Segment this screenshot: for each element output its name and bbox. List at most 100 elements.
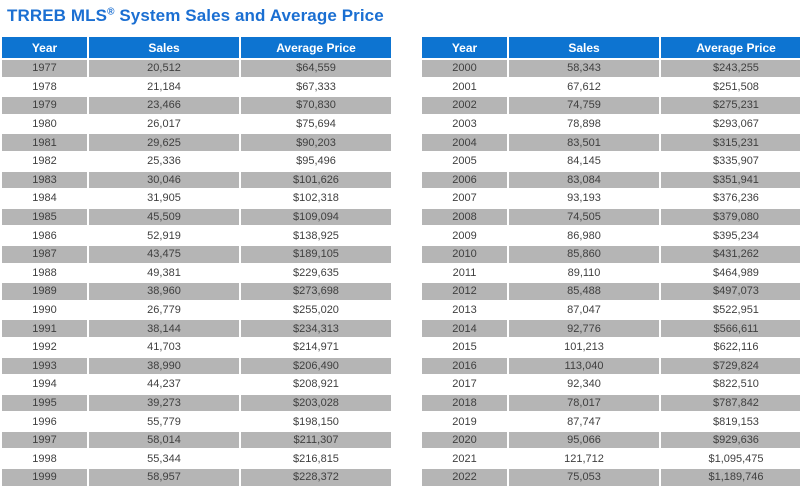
table-row: 2018 78,017 $787,842 [422, 394, 800, 412]
sales-cell: 83,084 [509, 171, 659, 189]
table-row: 2022 75,053 $1,189,746 [422, 469, 800, 486]
table-row: 2014 92,776 $566,611 [422, 320, 800, 337]
table-header: Year Sales Average Price [422, 37, 800, 58]
table-row: 1991 38,144 $234,313 [2, 320, 391, 337]
sales-cell: 93,193 [509, 190, 659, 207]
year-cell: 2012 [422, 283, 507, 300]
sales-cell: 20,512 [89, 60, 239, 77]
year-cell: 2008 [422, 208, 507, 226]
average-price-cell: $243,255 [661, 60, 800, 77]
year-cell: 1982 [2, 152, 87, 170]
average-price-cell: $395,234 [661, 227, 800, 244]
table-row: 2003 78,898 $293,067 [422, 115, 800, 133]
year-cell: 2009 [422, 227, 507, 244]
year-cell: 2002 [422, 97, 507, 114]
average-price-cell: $255,020 [241, 301, 391, 319]
sales-cell: 78,898 [509, 115, 659, 133]
sales-cell: 58,343 [509, 60, 659, 77]
column-header-sales: Sales [89, 37, 239, 58]
year-cell: 1988 [2, 264, 87, 282]
sales-cell: 67,612 [509, 78, 659, 96]
sales-cell: 55,779 [89, 413, 239, 430]
table-row: 1985 45,509 $109,094 [2, 208, 391, 226]
sales-cell: 92,340 [509, 376, 659, 393]
header-row: Year Sales Average Price [2, 37, 391, 58]
year-cell: 1984 [2, 190, 87, 207]
year-cell: 2022 [422, 469, 507, 486]
table-row: 2006 83,084 $351,941 [422, 171, 800, 189]
table-row: 1982 25,336 $95,496 [2, 152, 391, 170]
column-header-sales: Sales [509, 37, 659, 58]
table-row: 1999 58,957 $228,372 [2, 469, 391, 486]
year-cell: 2018 [422, 394, 507, 412]
sales-cell: 38,144 [89, 320, 239, 337]
table-row: 2013 87,047 $522,951 [422, 301, 800, 319]
year-cell: 2001 [422, 78, 507, 96]
table-row: 1987 43,475 $189,105 [2, 245, 391, 263]
sales-cell: 75,053 [509, 469, 659, 486]
table-row: 2015 101,213 $622,116 [422, 338, 800, 356]
average-price-cell: $251,508 [661, 78, 800, 96]
year-cell: 1979 [2, 97, 87, 114]
year-cell: 1985 [2, 208, 87, 226]
sales-cell: 74,505 [509, 208, 659, 226]
sales-cell: 49,381 [89, 264, 239, 282]
table-row: 2011 89,110 $464,989 [422, 264, 800, 282]
table-row: 1989 38,960 $273,698 [2, 283, 391, 300]
table-row: 1981 29,625 $90,203 [2, 134, 391, 151]
average-price-cell: $109,094 [241, 208, 391, 226]
sales-cell: 44,237 [89, 376, 239, 393]
average-price-cell: $90,203 [241, 134, 391, 151]
average-price-cell: $208,921 [241, 376, 391, 393]
sales-cell: 26,779 [89, 301, 239, 319]
table-row: 2000 58,343 $243,255 [422, 60, 800, 77]
sales-cell: 101,213 [509, 338, 659, 356]
title-suffix: System Sales and Average Price [114, 6, 384, 25]
year-cell: 2016 [422, 357, 507, 375]
table-row: 1990 26,779 $255,020 [2, 301, 391, 319]
average-price-cell: $293,067 [661, 115, 800, 133]
year-cell: 2003 [422, 115, 507, 133]
table-row: 1995 39,273 $203,028 [2, 394, 391, 412]
column-header-average-price: Average Price [241, 37, 391, 58]
average-price-cell: $70,830 [241, 97, 391, 114]
table-row: 1986 52,919 $138,925 [2, 227, 391, 244]
sales-cell: 41,703 [89, 338, 239, 356]
sales-table-1977-1999: Year Sales Average Price 1977 20,512 $64,5… [0, 35, 393, 488]
sales-cell: 58,014 [89, 431, 239, 449]
table-row: 1984 31,905 $102,318 [2, 190, 391, 207]
average-price-cell: $379,080 [661, 208, 800, 226]
year-cell: 2000 [422, 60, 507, 77]
table-row: 1983 30,046 $101,626 [2, 171, 391, 189]
average-price-cell: $102,318 [241, 190, 391, 207]
average-price-cell: $75,694 [241, 115, 391, 133]
average-price-cell: $376,236 [661, 190, 800, 207]
sales-cell: 52,919 [89, 227, 239, 244]
sales-cell: 29,625 [89, 134, 239, 151]
title-prefix: TRREB MLS [7, 6, 108, 25]
year-cell: 2011 [422, 264, 507, 282]
year-cell: 1999 [2, 469, 87, 486]
average-price-cell: $138,925 [241, 227, 391, 244]
average-price-cell: $64,559 [241, 60, 391, 77]
average-price-cell: $273,698 [241, 283, 391, 300]
table-row: 1977 20,512 $64,559 [2, 60, 391, 77]
year-cell: 1978 [2, 78, 87, 96]
average-price-cell: $431,262 [661, 245, 800, 263]
year-cell: 1998 [2, 450, 87, 468]
sales-cell: 84,145 [509, 152, 659, 170]
year-cell: 2019 [422, 413, 507, 430]
table-row: 1988 49,381 $229,635 [2, 264, 391, 282]
header-row: Year Sales Average Price [422, 37, 800, 58]
year-cell: 1989 [2, 283, 87, 300]
average-price-cell: $211,307 [241, 431, 391, 449]
year-cell: 1997 [2, 431, 87, 449]
table-row: 1978 21,184 $67,333 [2, 78, 391, 96]
year-cell: 1993 [2, 357, 87, 375]
table-row: 1992 41,703 $214,971 [2, 338, 391, 356]
year-cell: 1990 [2, 301, 87, 319]
sales-cell: 85,860 [509, 245, 659, 263]
table-row: 1980 26,017 $75,694 [2, 115, 391, 133]
sales-cell: 38,960 [89, 283, 239, 300]
